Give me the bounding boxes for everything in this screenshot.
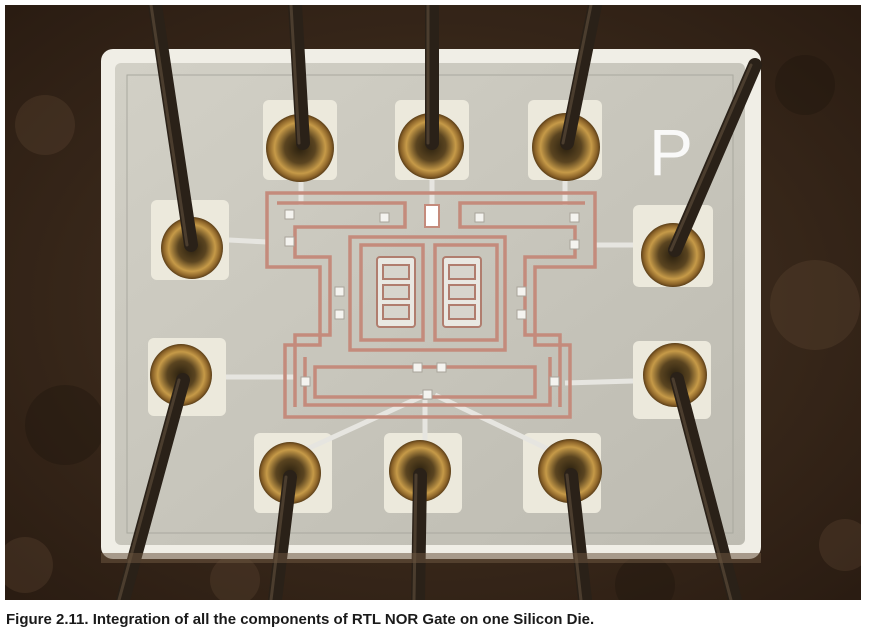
- transistor-left: [376, 256, 416, 328]
- transistor-right: [442, 256, 482, 328]
- lead-wires: [116, 5, 762, 600]
- figure-caption: Figure 2.11. Integration of all the comp…: [6, 611, 595, 628]
- contacts: [284, 209, 580, 400]
- package-texture: [5, 55, 861, 600]
- silicon-die-photo: P: [5, 5, 861, 600]
- die-surface: [115, 63, 745, 545]
- die-marking: P: [649, 115, 693, 189]
